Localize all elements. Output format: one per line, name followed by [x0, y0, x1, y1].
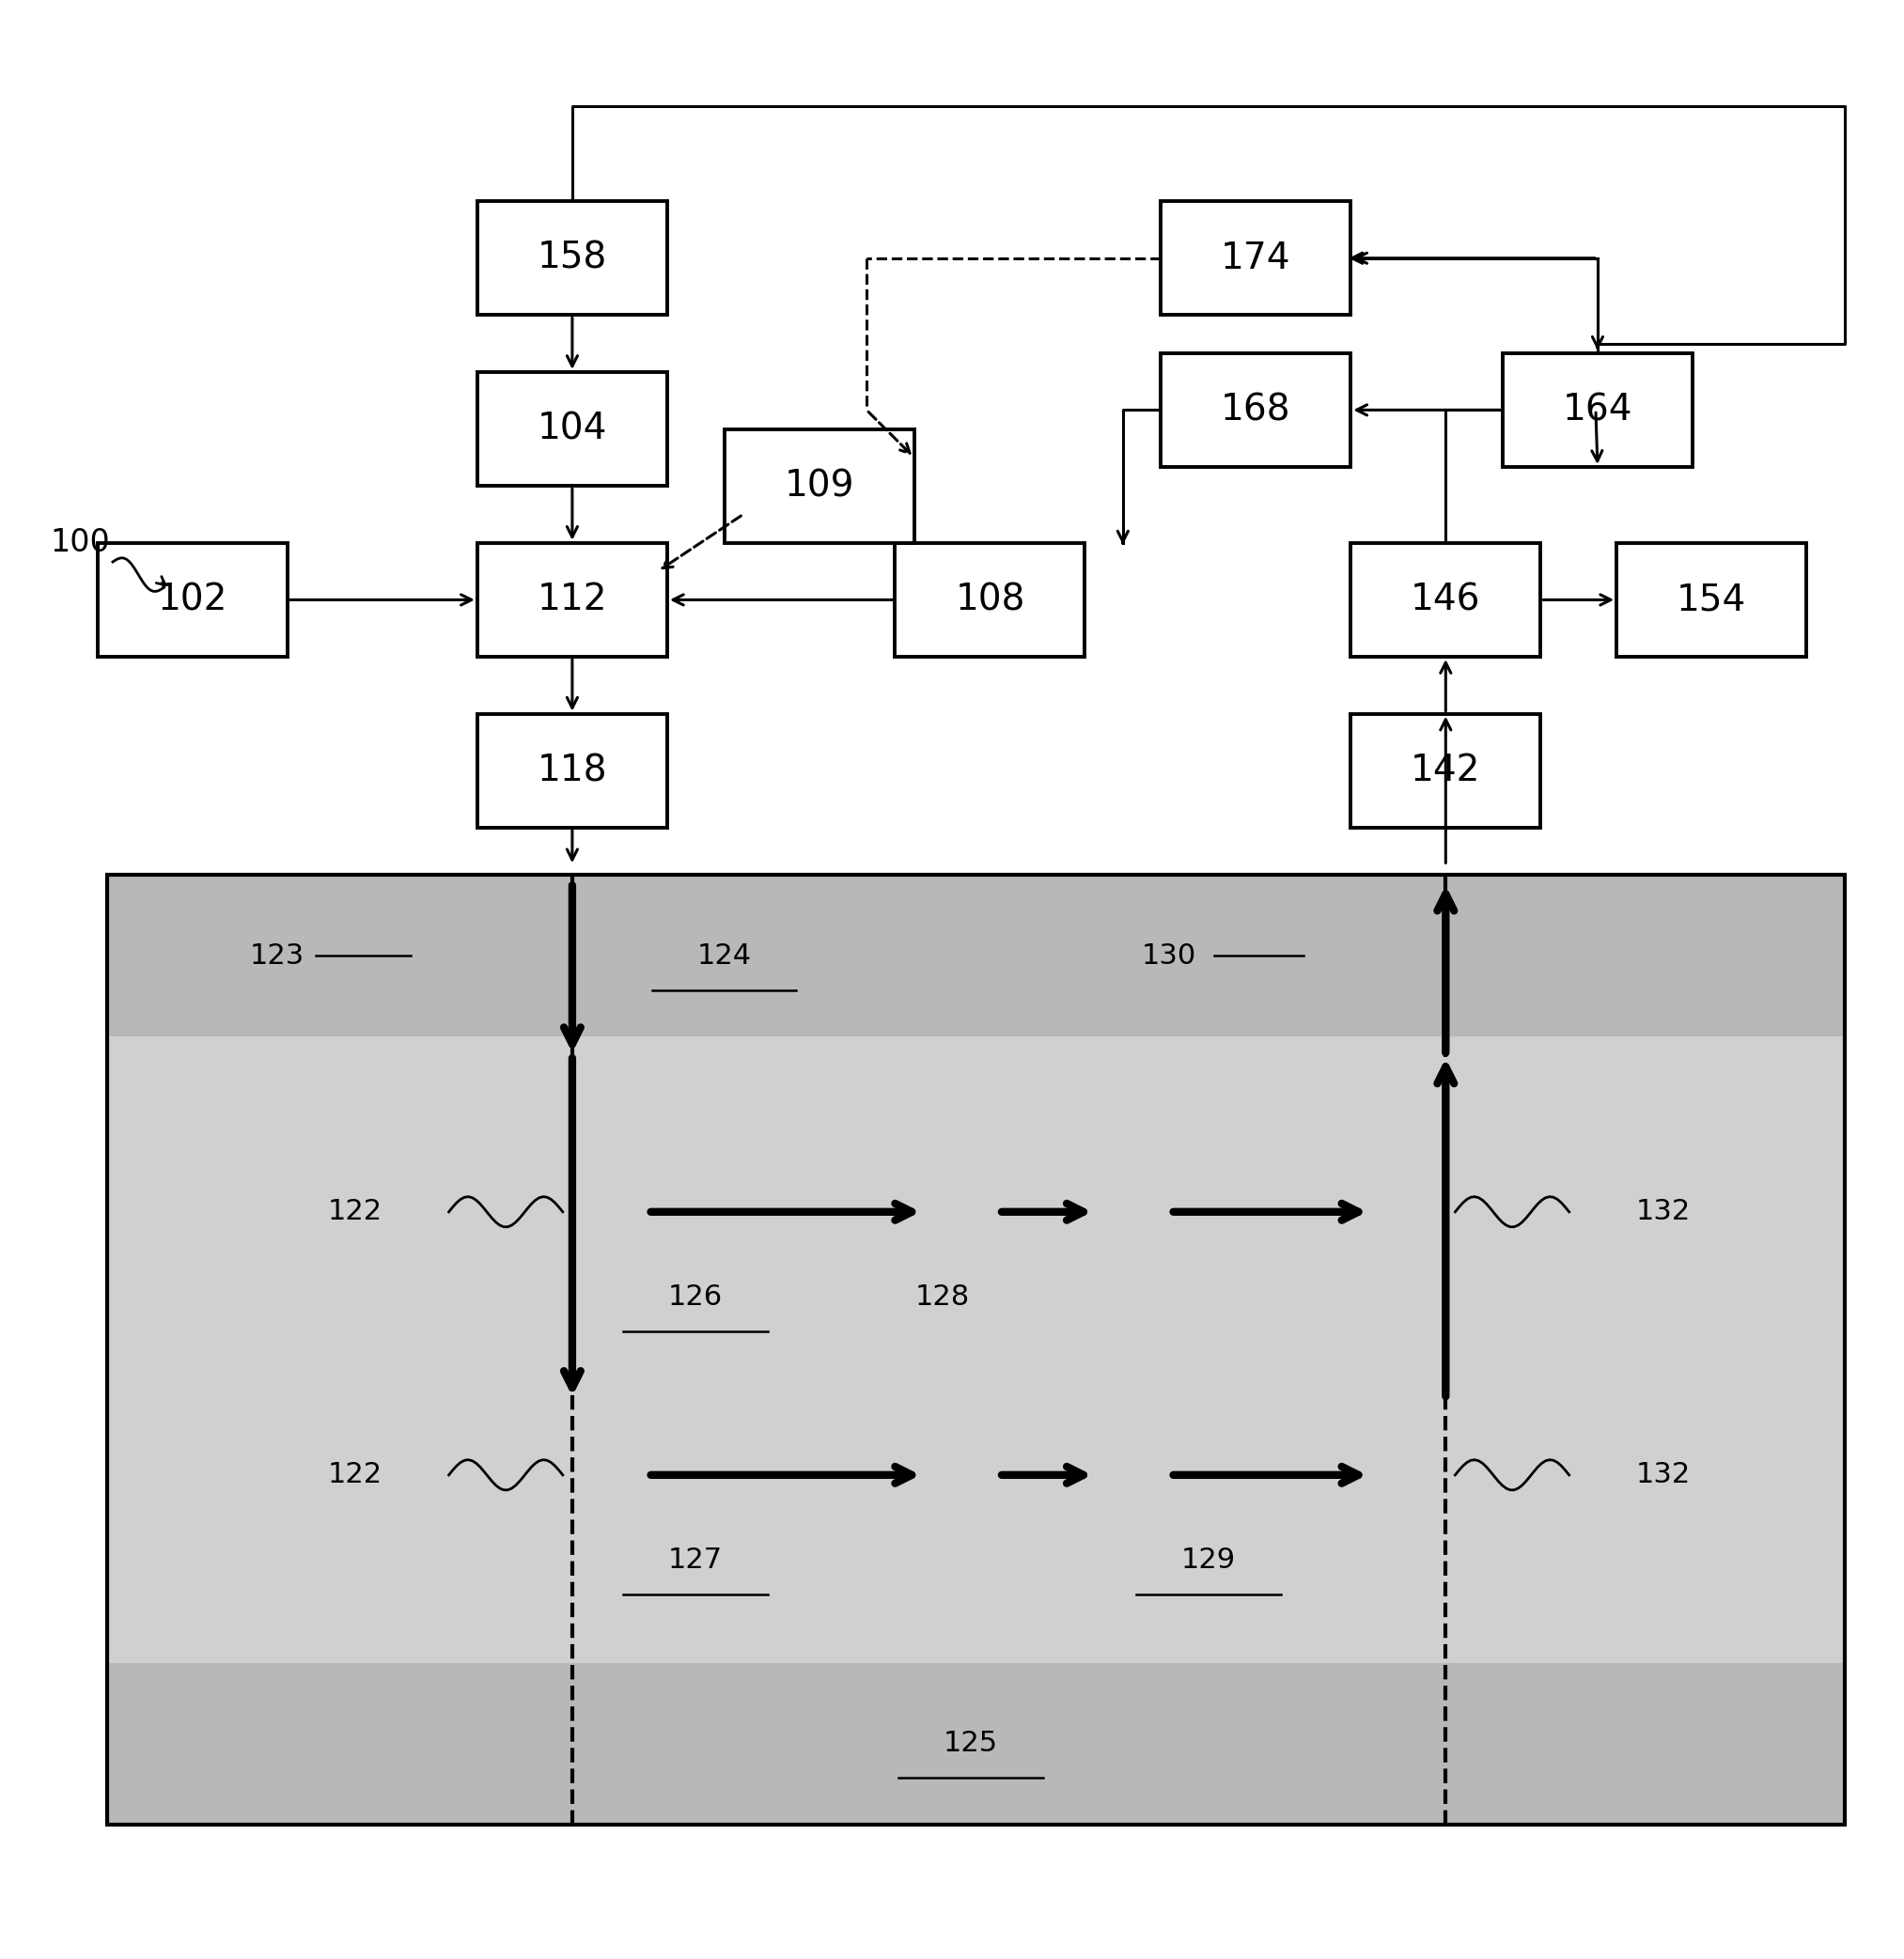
Text: 174: 174	[1220, 241, 1291, 276]
FancyBboxPatch shape	[478, 713, 666, 827]
Text: 154: 154	[1677, 582, 1746, 617]
Text: 118: 118	[537, 752, 607, 789]
Text: 158: 158	[537, 241, 607, 276]
FancyBboxPatch shape	[107, 1663, 1845, 1824]
FancyBboxPatch shape	[724, 429, 914, 543]
Text: 146: 146	[1411, 582, 1481, 617]
Text: 132: 132	[1636, 1199, 1691, 1226]
Text: 164: 164	[1563, 392, 1632, 427]
Text: 132: 132	[1636, 1461, 1691, 1489]
Text: 129: 129	[1180, 1548, 1236, 1573]
Text: 130: 130	[1142, 942, 1196, 970]
FancyBboxPatch shape	[1502, 353, 1693, 466]
Text: 127: 127	[668, 1548, 724, 1573]
FancyBboxPatch shape	[1350, 543, 1540, 656]
Text: 109: 109	[784, 468, 855, 503]
Text: 128: 128	[916, 1283, 969, 1311]
Text: 126: 126	[668, 1283, 724, 1311]
FancyBboxPatch shape	[1350, 713, 1540, 827]
FancyBboxPatch shape	[478, 543, 666, 656]
FancyBboxPatch shape	[1161, 202, 1350, 315]
Text: 142: 142	[1411, 752, 1481, 789]
Text: 122: 122	[327, 1461, 383, 1489]
FancyBboxPatch shape	[1616, 543, 1807, 656]
Text: 100: 100	[50, 527, 110, 558]
Text: 168: 168	[1220, 392, 1291, 427]
Text: 125: 125	[944, 1730, 998, 1757]
FancyBboxPatch shape	[478, 202, 666, 315]
Text: 124: 124	[697, 942, 752, 970]
FancyBboxPatch shape	[107, 876, 1845, 1036]
FancyBboxPatch shape	[97, 543, 288, 656]
Text: 102: 102	[158, 582, 227, 617]
Text: 112: 112	[537, 582, 607, 617]
Text: 108: 108	[956, 582, 1024, 617]
Text: 104: 104	[537, 411, 607, 447]
FancyBboxPatch shape	[1161, 353, 1350, 466]
FancyBboxPatch shape	[107, 1036, 1845, 1663]
FancyBboxPatch shape	[478, 372, 666, 486]
Text: 122: 122	[327, 1199, 383, 1226]
FancyBboxPatch shape	[895, 543, 1085, 656]
Text: 123: 123	[249, 942, 305, 970]
